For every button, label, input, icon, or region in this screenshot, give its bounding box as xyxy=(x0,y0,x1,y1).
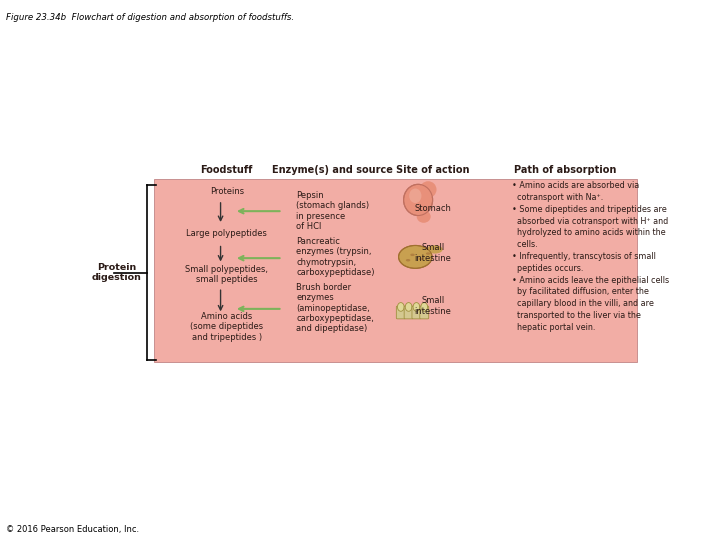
Text: • Amino acids are absorbed via
  cotransport with Na⁺.
• Some dipeptides and tri: • Amino acids are absorbed via cotranspo… xyxy=(513,181,670,332)
Ellipse shape xyxy=(399,246,432,268)
Ellipse shape xyxy=(426,252,431,255)
Ellipse shape xyxy=(413,302,420,311)
Ellipse shape xyxy=(397,302,404,311)
Ellipse shape xyxy=(427,245,443,254)
Ellipse shape xyxy=(404,184,433,215)
Text: Small polypeptides,
small peptides: Small polypeptides, small peptides xyxy=(185,265,269,285)
Text: Site of action: Site of action xyxy=(397,165,470,175)
Ellipse shape xyxy=(417,210,431,223)
Text: Pepsin
(stomach glands)
in presence
of HCl: Pepsin (stomach glands) in presence of H… xyxy=(297,191,369,231)
Ellipse shape xyxy=(418,258,423,260)
Text: Stomach: Stomach xyxy=(415,204,451,213)
Text: Proteins: Proteins xyxy=(210,187,244,196)
FancyBboxPatch shape xyxy=(412,306,421,319)
Text: Foodstuff: Foodstuff xyxy=(201,165,253,175)
FancyBboxPatch shape xyxy=(420,306,428,319)
Text: Enzyme(s) and source: Enzyme(s) and source xyxy=(272,165,393,175)
Text: Small
intestine: Small intestine xyxy=(415,296,451,316)
Text: Pancreatic
enzymes (trypsin,
chymotrypsin,
carboxypeptidase): Pancreatic enzymes (trypsin, chymotrypsi… xyxy=(297,237,375,277)
Text: © 2016 Pearson Education, Inc.: © 2016 Pearson Education, Inc. xyxy=(6,524,139,534)
Text: Brush border
enzymes
(aminopeptidase,
carboxypeptidase,
and dipeptidase): Brush border enzymes (aminopeptidase, ca… xyxy=(297,283,374,333)
Text: Figure 23.34b  Flowchart of digestion and absorption of foodstuffs.: Figure 23.34b Flowchart of digestion and… xyxy=(6,14,294,23)
Text: Small
intestine: Small intestine xyxy=(415,244,451,263)
FancyBboxPatch shape xyxy=(404,306,413,319)
Bar xyxy=(154,179,637,362)
Text: Amino acids
(some dipeptides
and tripeptides ): Amino acids (some dipeptides and tripept… xyxy=(190,312,264,342)
Ellipse shape xyxy=(410,254,415,256)
Text: Path of absorption: Path of absorption xyxy=(514,165,616,175)
Text: Protein
digestion: Protein digestion xyxy=(92,263,142,282)
Ellipse shape xyxy=(406,259,410,261)
Text: Large polypeptides: Large polypeptides xyxy=(186,229,267,238)
Ellipse shape xyxy=(405,302,412,311)
Ellipse shape xyxy=(409,188,421,203)
Ellipse shape xyxy=(420,181,436,198)
Ellipse shape xyxy=(421,302,428,311)
FancyBboxPatch shape xyxy=(396,306,405,319)
